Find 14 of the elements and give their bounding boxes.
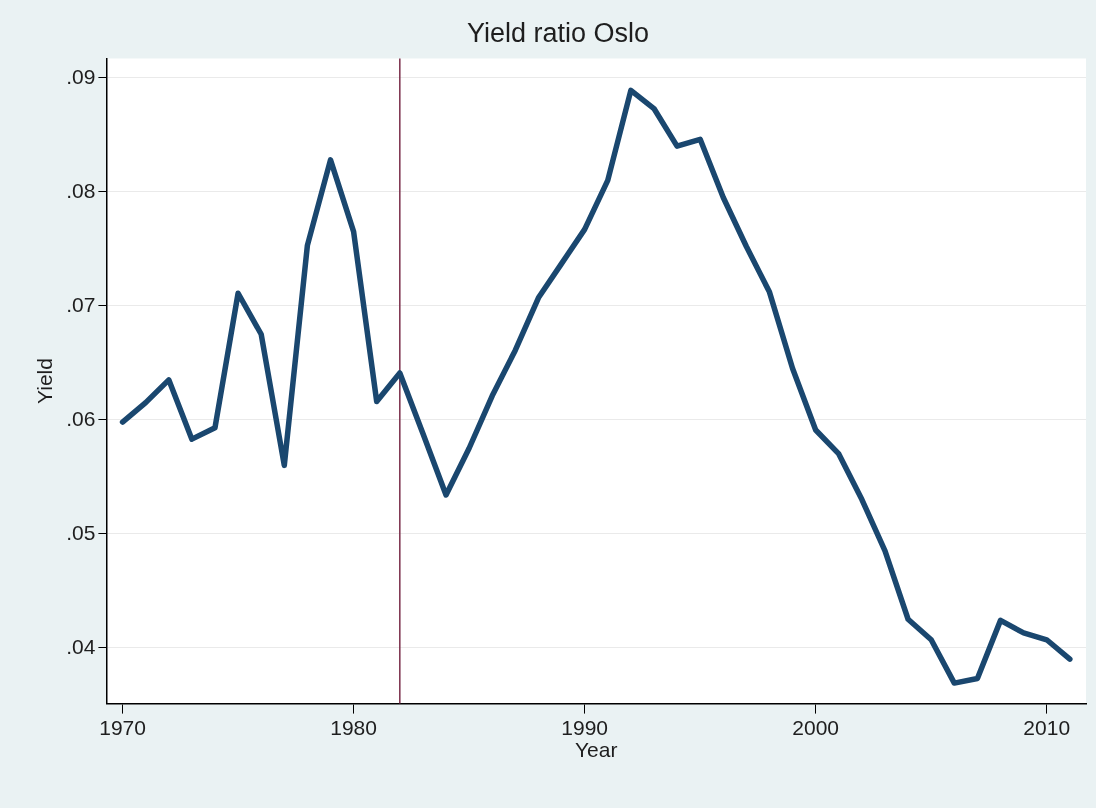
x-tick-label: 2010 [1023,716,1071,739]
x-tick-label: 2000 [792,716,840,739]
x-tick-label: 1980 [330,716,377,739]
y-tick-label: .04 [66,634,96,658]
y-tick-label: .07 [66,292,96,316]
y-tick-label: .09 [66,64,96,88]
y-axis-title: Yield [33,358,57,404]
x-tick-label: 1970 [99,716,146,739]
chart-title: Yield ratio Oslo [466,17,650,48]
x-axis-title: Year [574,738,618,762]
y-tick-label: .05 [66,520,96,544]
x-tick-label: 1990 [561,716,608,739]
y-tick-label: .06 [66,406,96,430]
y-tick-label: .08 [66,178,96,202]
